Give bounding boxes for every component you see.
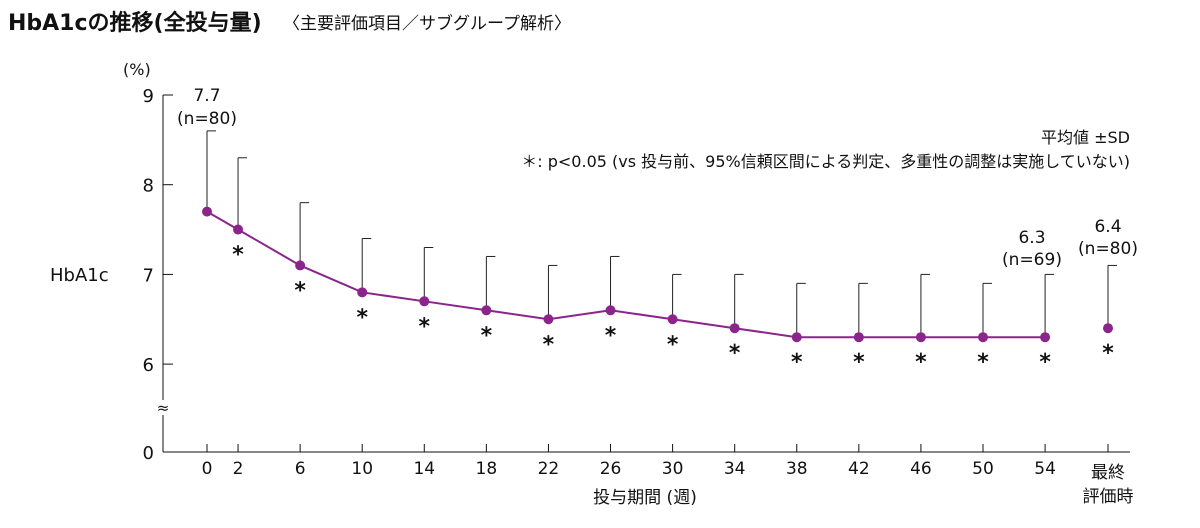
x-tick-label: 0 — [202, 459, 213, 479]
x-tick-label: 18 — [476, 459, 498, 479]
x-tick-label: 46 — [910, 459, 932, 479]
data-point — [295, 260, 306, 271]
significance-marker: * — [419, 314, 431, 339]
y-tick-label: 8 — [143, 176, 154, 197]
x-tick-label: 34 — [724, 459, 746, 479]
x-tick-label: 26 — [600, 459, 622, 479]
significance-marker: * — [356, 305, 368, 330]
x-tick-label: 10 — [351, 459, 373, 479]
x-tick-label: 30 — [662, 459, 684, 479]
footnote: ＊: p<0.05 (vs 投与前、95%信頼区間による判定、多重性の調整は実施… — [521, 152, 1130, 171]
data-point — [1040, 332, 1051, 343]
y-axis-label: HbA1c — [50, 265, 109, 286]
chart-subtitle: 〈主要評価項目／サブグループ解析〉 — [283, 13, 571, 34]
final-label-1: 最終 — [1091, 463, 1125, 483]
data-point — [543, 314, 554, 325]
data-point — [667, 314, 678, 325]
significance-marker: * — [1039, 350, 1051, 375]
significance-marker: * — [232, 243, 244, 268]
x-tick-label: 22 — [538, 459, 560, 479]
series-line — [206, 210, 1046, 339]
data-point — [357, 287, 368, 298]
significance-marker: * — [543, 332, 555, 357]
significance-marker: * — [791, 350, 803, 375]
x-tick-label: 14 — [413, 459, 435, 479]
data-point — [915, 332, 926, 343]
x-tick-label: 42 — [848, 459, 870, 479]
x-tick-label: 54 — [1034, 459, 1056, 479]
significance-marker: * — [667, 332, 679, 357]
y-tick-label: 9 — [143, 86, 154, 107]
chart-title: HbA1cの推移(全投与量) — [8, 10, 262, 36]
legend-stat: 平均値 ±SD — [1041, 128, 1130, 147]
data-point — [791, 332, 802, 343]
x-tick-label: 50 — [972, 459, 994, 479]
data-point — [978, 332, 988, 343]
data-point — [202, 206, 212, 217]
data-point — [233, 224, 244, 235]
significance-marker: * — [294, 278, 306, 303]
significance-marker: * — [853, 350, 865, 375]
n-annotation: (n=80) — [177, 109, 237, 129]
data-point — [481, 305, 492, 316]
significance-marker: * — [915, 350, 927, 375]
data-point — [853, 332, 864, 343]
n-annotation: (n=69) — [1002, 250, 1062, 270]
significance-marker: * — [977, 350, 989, 375]
value-annotation: 6.4 — [1094, 217, 1121, 237]
data-point — [419, 296, 430, 307]
data-point-final — [1103, 323, 1113, 334]
significance-marker: * — [729, 341, 741, 366]
significance-marker: * — [605, 323, 617, 348]
x-tick-label: 38 — [786, 459, 808, 479]
x-tick-label: 2 — [233, 459, 244, 479]
y-unit: (%) — [123, 60, 151, 79]
value-annotation: 6.3 — [1018, 228, 1045, 248]
y-tick-label: 6 — [143, 355, 154, 376]
y-tick-label: 0 — [143, 443, 154, 464]
final-label-2: 評価時 — [1083, 487, 1134, 507]
value-annotation: 7.7 — [193, 86, 220, 106]
x-tick-label: 6 — [295, 459, 306, 479]
axis-break-mark: ≈ — [157, 399, 170, 417]
data-point — [605, 305, 616, 316]
data-point — [729, 323, 740, 334]
y-tick-label: 7 — [143, 265, 154, 286]
x-axis-label: 投与期間 (週) — [593, 488, 697, 508]
significance-marker: * — [1102, 341, 1114, 366]
n-annotation: (n=80) — [1078, 239, 1138, 259]
significance-marker: * — [481, 323, 493, 348]
